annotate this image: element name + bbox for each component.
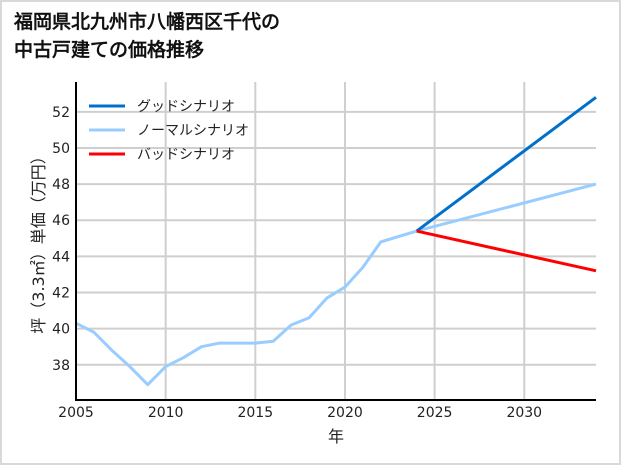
x-tick-label: 2020 <box>327 405 363 421</box>
series-line-3 <box>416 229 597 273</box>
x-tick-label: 2010 <box>148 405 184 421</box>
x-tick-label: 2025 <box>417 405 453 421</box>
x-tick-label: 2005 <box>58 405 94 421</box>
y-tick-label: 46 <box>52 213 70 229</box>
chart-title: 福岡県北九州市八幡西区千代の 中古戸建ての価格推移 <box>14 8 280 64</box>
x-axis-label: 年 <box>328 427 344 446</box>
y-tick-label: 48 <box>52 177 70 193</box>
series-line-1 <box>415 96 597 233</box>
y-tick-label: 40 <box>52 322 70 338</box>
title-line-2: 中古戸建ての価格推移 <box>14 39 205 61</box>
legend-label: ノーマルシナリオ <box>137 123 249 139</box>
x-tick-label: 2015 <box>237 405 273 421</box>
series-line-2 <box>75 182 597 387</box>
title-line-1: 福岡県北九州市八幡西区千代の <box>14 11 281 33</box>
x-tick-label: 2030 <box>506 405 542 421</box>
y-tick-label: 52 <box>52 105 70 121</box>
y-tick-label: 50 <box>52 141 70 157</box>
y-tick-label: 38 <box>52 358 70 374</box>
legend-label: グッドシナリオ <box>137 99 235 115</box>
y-axis-label: 坪（3.3㎡）単価（万円） <box>29 148 48 333</box>
legend-label: バッドシナリオ <box>137 147 235 163</box>
y-tick-label: 42 <box>52 285 70 301</box>
y-tick-label: 44 <box>52 249 70 265</box>
